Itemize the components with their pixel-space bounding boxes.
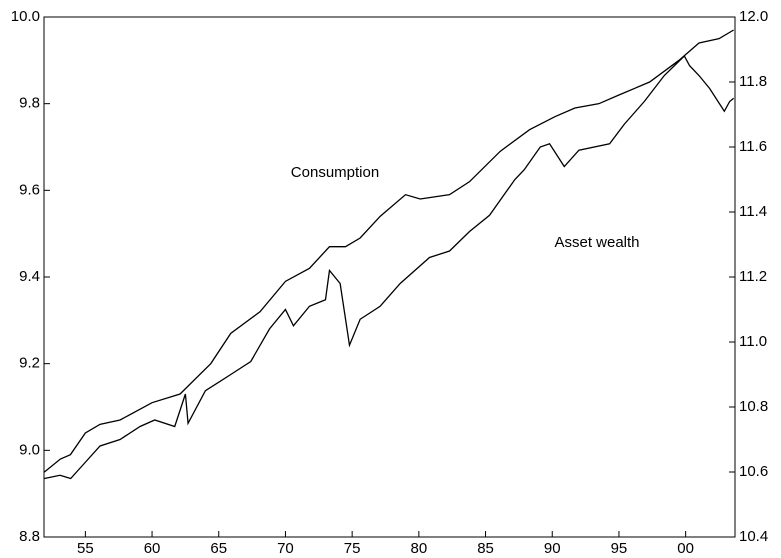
y2-tick-label: 11.2	[739, 268, 767, 285]
y2-tick-label: 10.4	[739, 528, 768, 545]
x-tick-label: 85	[477, 540, 494, 557]
y2-tick-label: 10.8	[739, 398, 768, 415]
x-tick-label: 80	[411, 540, 428, 557]
x-tick-label: 00	[677, 540, 694, 557]
y2-tick-label: 12.0	[739, 8, 768, 25]
y-tick-label: 9.8	[19, 95, 40, 112]
x-tick-label: 75	[344, 540, 361, 557]
y-tick-label: 9.4	[19, 268, 40, 285]
line	[43, 29, 735, 473]
y2-tick-label: 11.4	[739, 203, 767, 220]
x-tick-label: 55	[77, 540, 94, 557]
plot-frame	[43, 16, 736, 538]
x-tick-label: 65	[210, 540, 227, 557]
x-tick-label: 70	[277, 540, 294, 557]
line	[44, 54, 735, 480]
y2-tick-label: 10.6	[739, 463, 768, 480]
y2-tick-label: 11.0	[739, 333, 767, 350]
annotation: Asset wealth	[554, 234, 639, 251]
annotation: Consumption	[291, 164, 379, 181]
x-tick-label: 95	[611, 540, 628, 557]
x-tick-label: 60	[144, 540, 161, 557]
y-tick-label: 10.0	[11, 8, 40, 25]
y-tick-label: 9.2	[19, 355, 40, 372]
y2-tick-label: 11.6	[739, 138, 767, 155]
y-tick-label: 9.0	[19, 441, 40, 458]
y2-tick-label: 11.8	[739, 73, 767, 90]
x-tick-label: 90	[544, 540, 561, 557]
y-tick-label: 9.6	[19, 181, 40, 198]
y-tick-label: 8.8	[19, 528, 40, 545]
